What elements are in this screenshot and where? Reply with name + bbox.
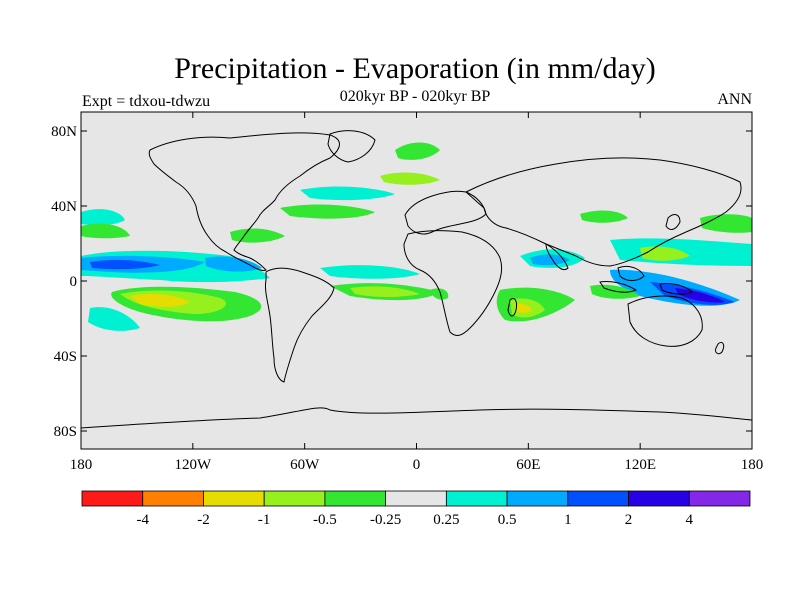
field-region-south-pacific-3: [130, 294, 190, 307]
colorbar-label: -4: [136, 512, 149, 528]
colorbar-label: 2: [625, 512, 633, 528]
lon-tick-label: 120W: [174, 457, 212, 473]
coastline-new-zealand: [715, 341, 725, 355]
experiment-label: Expt = tdxou-tdwzu: [82, 93, 211, 110]
lon-tick-label: 60W: [290, 457, 320, 473]
lon-tick-label: 0: [413, 457, 421, 473]
field-shading: [81, 142, 752, 331]
colorbar-swatch: [567, 490, 629, 507]
season-label: ANN: [717, 91, 752, 108]
colorbar-swatch: [445, 490, 508, 507]
lat-tick-label: 80S: [54, 424, 77, 440]
plot-subtitle: 020kyr BP - 020kyr BP: [339, 88, 491, 105]
field-region-indian-south-3: [515, 303, 532, 313]
lat-tick-label: 40S: [54, 349, 77, 365]
field-region-indian-ocean-2: [530, 254, 570, 266]
field-region-greenland: [395, 142, 440, 160]
coastline-greenland: [327, 130, 376, 163]
coastline-australia: [627, 295, 703, 347]
colorbar-label: 1: [564, 512, 572, 528]
field-region-arctic: [380, 172, 440, 185]
coastline-new-guinea: [659, 283, 693, 295]
colorbar-swatch: [324, 490, 387, 507]
field-region-east-asia: [580, 210, 628, 223]
field-region-africa: [430, 288, 449, 300]
axis-layer: 80N 40N 0 40S 80S 180 120W 60W 0 60E 120E 180: [51, 112, 763, 473]
field-region-tropical-atlantic: [320, 265, 420, 279]
field-region-south-atlantic-2: [350, 286, 420, 297]
colorbar-label: -2: [197, 512, 210, 528]
colorbar-swatch: [203, 490, 265, 507]
colorbar-label: 4: [686, 512, 694, 528]
coastline-madagascar: [507, 297, 517, 317]
field-region-north-pacific-green: [81, 223, 130, 239]
coastline-antarctica: [80, 407, 753, 429]
colorbar-swatch: [628, 490, 690, 507]
field-region-maritime-core: [675, 288, 725, 303]
field-region-gulf: [230, 228, 285, 243]
colorbar-label: -0.25: [370, 512, 401, 528]
coastline-north-america: [148, 132, 340, 271]
colorbar-label: -1: [258, 512, 271, 528]
colorbar-swatch: [385, 490, 447, 507]
field-region-north-pacific: [81, 209, 125, 226]
coastlines: [80, 130, 753, 429]
lon-tick-label: 180: [741, 457, 764, 473]
field-region-nw-pacific: [700, 214, 752, 233]
lon-tick-label: 180: [70, 457, 93, 473]
lon-tick-label: 120E: [624, 457, 656, 473]
colorbar-swatch: [81, 490, 144, 507]
lon-tick-label: 60E: [516, 457, 540, 473]
field-region-australia: [590, 284, 640, 299]
colorbar-swatch: [506, 490, 569, 507]
coastline-asia: [465, 157, 742, 267]
colorbar: -4 -2 -1 -0.5 -0.25 0.25 0.5 1 2 4: [81, 490, 751, 528]
lat-tick-label: 40N: [51, 199, 77, 215]
coastline-indonesia: [599, 281, 638, 293]
coastline-india: [545, 243, 569, 271]
lat-tick-label: 0: [70, 274, 78, 290]
coastline-south-america: [265, 267, 335, 383]
map-panel: [80, 111, 753, 450]
coastline-japan: [665, 214, 681, 230]
colorbar-swatch: [142, 490, 204, 507]
plot-title: Precipitation - Evaporation (in mm/day): [174, 52, 656, 85]
colorbar-swatch: [263, 490, 326, 507]
field-region-pacific-itcz-core: [90, 259, 160, 270]
field-region-east-pacific: [205, 256, 262, 272]
coastline-borneo: [617, 265, 645, 281]
colorbar-swatch: [688, 490, 751, 507]
field-region-west-pacific-2: [640, 246, 690, 261]
colorbar-label: -0.5: [313, 512, 337, 528]
colorbar-label: 0.25: [433, 512, 459, 528]
field-region-south-pacific-cyan: [88, 307, 140, 331]
colorbar-label: 0.5: [498, 512, 517, 528]
field-region-north-atlantic: [280, 204, 375, 219]
lat-tick-label: 80N: [51, 124, 77, 140]
coastline-africa: [403, 230, 503, 336]
field-region-north-atlantic-wet: [300, 186, 395, 201]
